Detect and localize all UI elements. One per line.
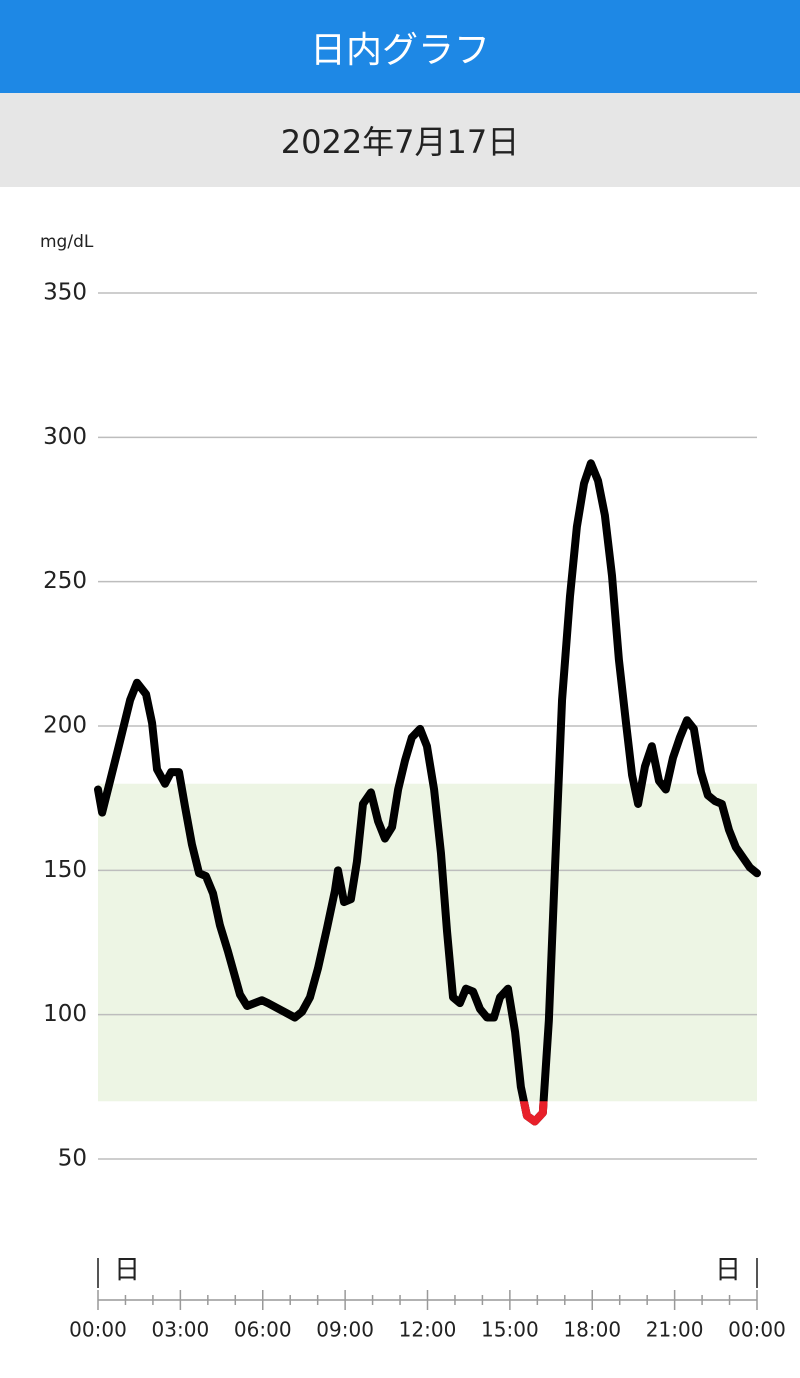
date-title: 2022年7月17日 xyxy=(280,123,520,161)
x-tick-label: 21:00 xyxy=(646,1318,704,1342)
app-header: 日内グラフ xyxy=(0,0,800,93)
date-marker-label: 日 xyxy=(715,1256,741,1286)
x-tick-label: 18:00 xyxy=(563,1318,621,1342)
date-marker-label: 日 xyxy=(114,1256,140,1286)
chart: mg/dL 50 100 150 200 250 300 350 00:00 03:00 06:0… xyxy=(40,232,786,1342)
y-tick-label: 300 xyxy=(43,424,87,450)
x-tick-label: 09:00 xyxy=(316,1318,374,1342)
x-tick-label: 12:00 xyxy=(399,1318,457,1342)
date-bar: 2022年7月17日 xyxy=(0,93,800,187)
y-tick-label: 50 xyxy=(58,1146,87,1172)
x-tick-label: 15:00 xyxy=(481,1318,539,1342)
x-tick-label: 00:00 xyxy=(728,1318,786,1342)
glucose-line xyxy=(94,459,761,1126)
header-title: 日内グラフ xyxy=(309,29,490,71)
y-tick-label: 100 xyxy=(43,1001,87,1027)
x-tick-label: 00:00 xyxy=(69,1318,127,1342)
x-tick-label: 06:00 xyxy=(234,1318,292,1342)
x-tick-label: 03:00 xyxy=(152,1318,210,1342)
y-tick-label: 200 xyxy=(43,713,87,739)
y-tick-label: 150 xyxy=(43,857,87,883)
target-range xyxy=(98,783,757,1102)
y-axis-label: mg/dL xyxy=(40,232,94,252)
y-tick-label: 250 xyxy=(43,568,87,594)
y-tick-label: 350 xyxy=(43,280,87,306)
